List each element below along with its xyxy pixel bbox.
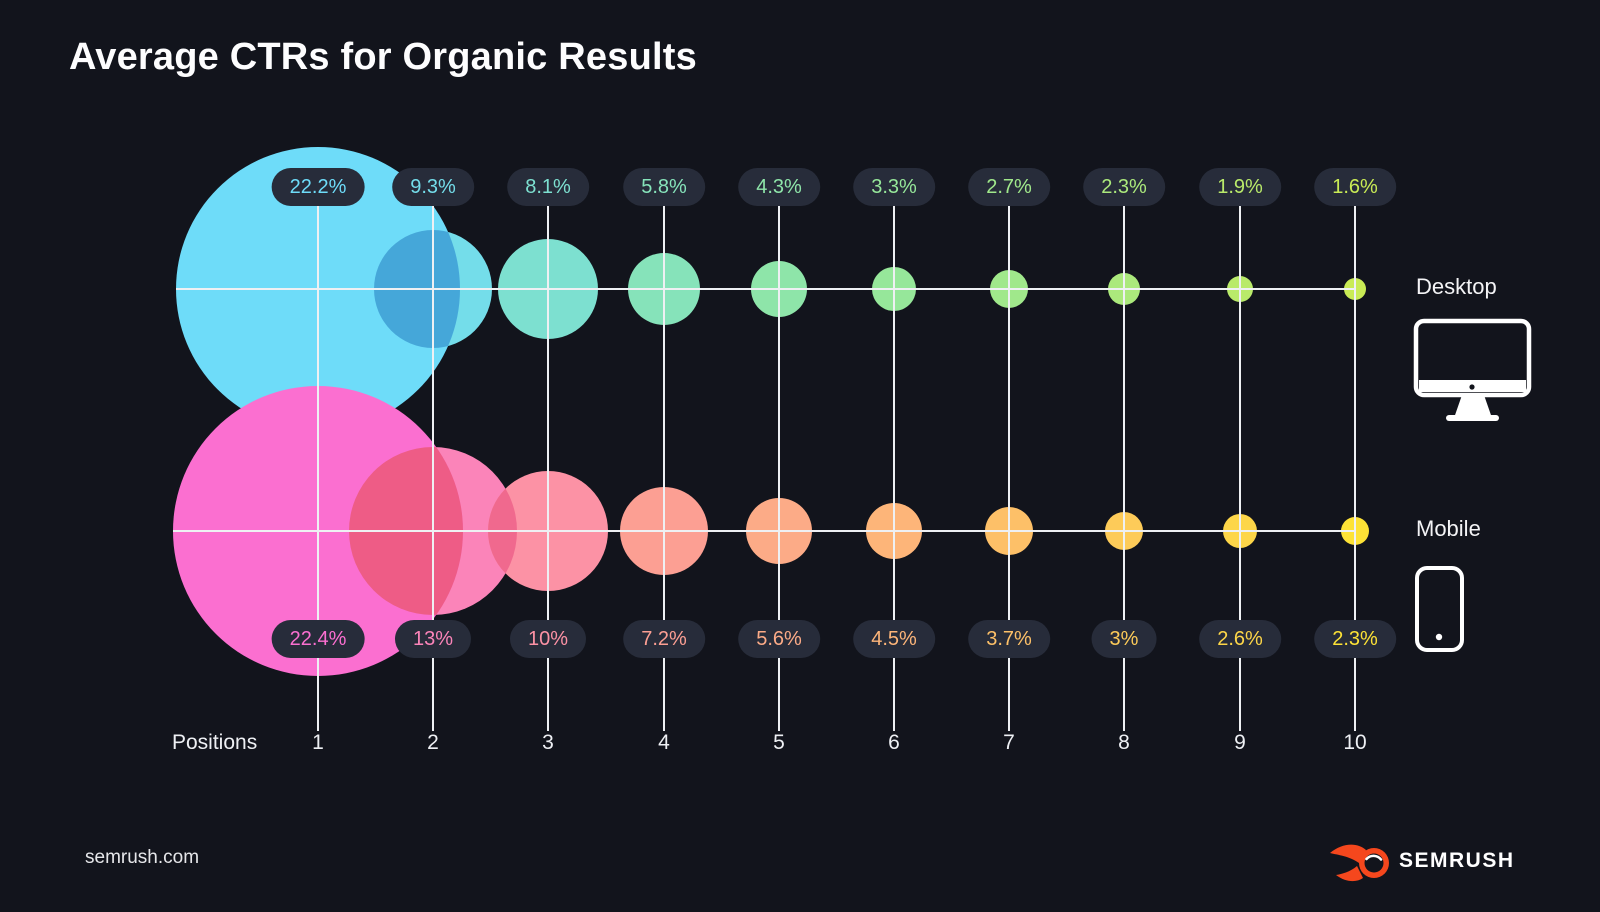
- page-title: Average CTRs for Organic Results: [69, 36, 697, 78]
- x-axis-tick-7: 7: [1003, 731, 1015, 754]
- desktop-value-pill-10: 1.6%: [1314, 168, 1396, 206]
- mobile-value-pill-6: 4.5%: [853, 620, 935, 658]
- mobile-value-pill-1: 22.4%: [271, 620, 365, 658]
- desktop-value-pill-6: 3.3%: [853, 168, 935, 206]
- mobile-value-pill-3: 10%: [509, 620, 587, 658]
- desktop-monitor-icon: [1413, 318, 1532, 421]
- desktop-value-pill-7: 2.7%: [968, 168, 1050, 206]
- desktop-value-pill-2: 9.3%: [392, 168, 474, 206]
- x-axis-tick-9: 9: [1234, 731, 1246, 754]
- x-axis-tick-4: 4: [658, 731, 670, 754]
- x-axis-tick-2: 2: [427, 731, 439, 754]
- x-axis-tick-10: 10: [1343, 731, 1367, 754]
- desktop-value-pill-5: 4.3%: [738, 168, 820, 206]
- desktop-value-pill-8: 2.3%: [1083, 168, 1165, 206]
- desktop-value-pill-4: 5.8%: [623, 168, 705, 206]
- footer-site-url: semrush.com: [85, 847, 200, 868]
- semrush-logo-text: SEMRUSH: [1399, 849, 1515, 872]
- mobile-value-pill-5: 5.6%: [738, 620, 820, 658]
- semrush-logo-icon: [1330, 844, 1389, 882]
- desktop-value-pill-1: 22.2%: [271, 168, 365, 206]
- mobile-value-pill-9: 2.6%: [1199, 620, 1281, 658]
- legend-label-mobile: Mobile: [1416, 516, 1481, 541]
- mobile-value-pill-4: 7.2%: [623, 620, 705, 658]
- legend-label-desktop: Desktop: [1416, 274, 1497, 299]
- mobile-value-pill-10: 2.3%: [1314, 620, 1396, 658]
- x-axis-tick-3: 3: [542, 731, 554, 754]
- x-axis-tick-1: 1: [312, 731, 324, 754]
- x-axis-tick-5: 5: [773, 731, 785, 754]
- x-axis-caption: Positions: [172, 731, 258, 754]
- desktop-value-pill-9: 1.9%: [1199, 168, 1281, 206]
- x-axis-tick-6: 6: [888, 731, 900, 754]
- mobile-value-pill-7: 3.7%: [968, 620, 1050, 658]
- mobile-value-pill-2: 13%: [394, 620, 472, 658]
- mobile-phone-icon: [1415, 566, 1464, 652]
- desktop-value-pill-3: 8.1%: [507, 168, 589, 206]
- mobile-value-pill-8: 3%: [1091, 620, 1157, 658]
- x-axis-tick-8: 8: [1118, 731, 1130, 754]
